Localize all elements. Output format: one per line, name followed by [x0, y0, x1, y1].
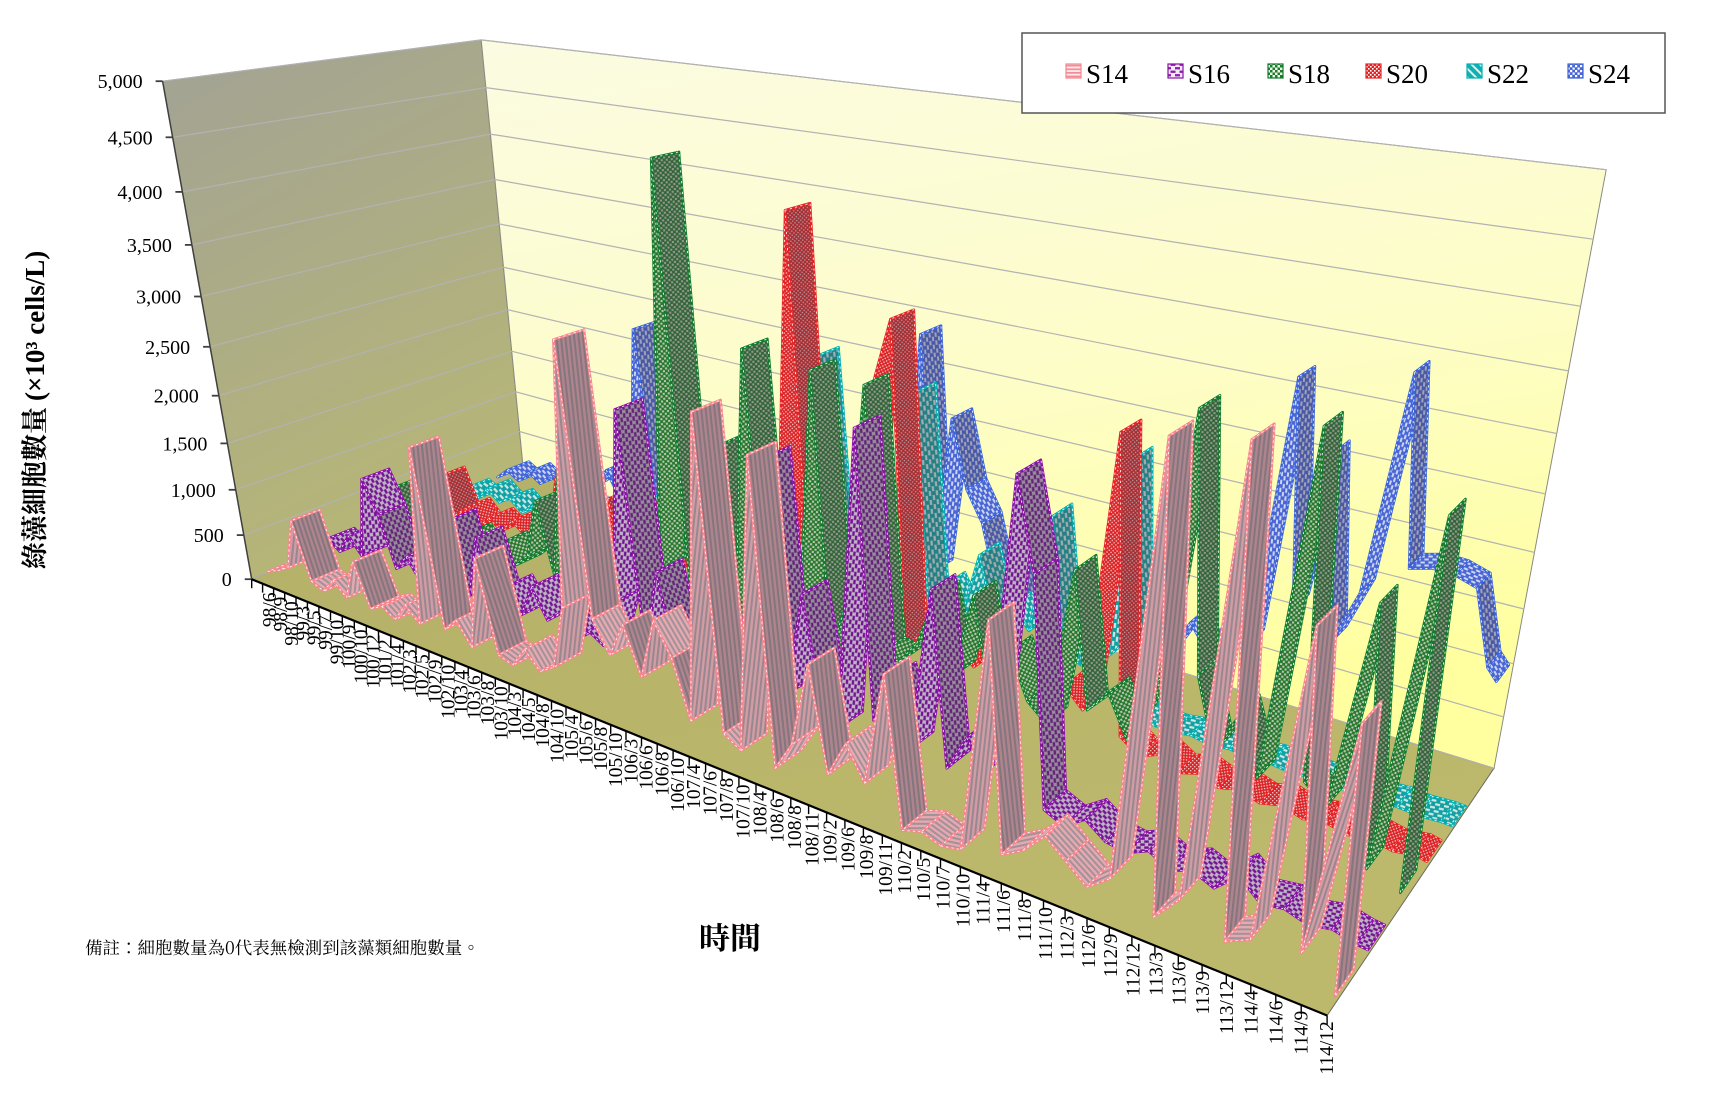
svg-text:102/10: 102/10: [438, 665, 459, 719]
svg-text:111/4: 111/4: [974, 882, 995, 925]
svg-text:105/6: 105/6: [576, 720, 597, 765]
svg-text:99/5: 99/5: [305, 611, 326, 646]
svg-text:109/2: 109/2: [821, 820, 842, 864]
svg-text:101/4: 101/4: [388, 644, 409, 689]
svg-text:114/12: 114/12: [1317, 1021, 1338, 1074]
svg-text:105/10: 105/10: [606, 733, 627, 787]
svg-text:113/12: 113/12: [1217, 981, 1238, 1034]
svg-text:100/10: 100/10: [351, 629, 372, 683]
svg-text:S18: S18: [1288, 59, 1330, 89]
svg-text:104/8: 104/8: [533, 703, 554, 747]
svg-text:2,500: 2,500: [145, 337, 190, 359]
svg-text:109/8: 109/8: [857, 835, 878, 879]
svg-text:102/9: 102/9: [425, 660, 446, 704]
svg-text:4,000: 4,000: [117, 182, 162, 204]
svg-text:S24: S24: [1588, 59, 1631, 89]
svg-text:2,000: 2,000: [154, 386, 199, 408]
svg-text:100/9: 100/9: [339, 625, 360, 669]
svg-text:106/10: 106/10: [668, 758, 689, 812]
svg-text:99/3: 99/3: [293, 606, 314, 641]
svg-text:108/11: 108/11: [803, 813, 824, 866]
svg-text:104/5: 104/5: [519, 698, 540, 742]
svg-text:98/10: 98/10: [282, 601, 303, 645]
svg-text:114/4: 114/4: [1242, 990, 1263, 1034]
svg-text:110/7: 110/7: [934, 865, 955, 909]
svg-text:S14: S14: [1086, 59, 1129, 89]
svg-text:98/9: 98/9: [271, 597, 292, 632]
svg-text:110/5: 110/5: [914, 858, 935, 902]
svg-text:104/3: 104/3: [505, 692, 526, 736]
svg-text:113/3: 113/3: [1146, 952, 1167, 996]
svg-text:103/6: 103/6: [465, 675, 486, 720]
svg-text:1,500: 1,500: [162, 433, 207, 455]
svg-text:105/4: 105/4: [562, 715, 583, 760]
svg-text:5,000: 5,000: [98, 71, 143, 93]
svg-text:110/10: 110/10: [953, 874, 974, 927]
svg-text:S22: S22: [1487, 59, 1529, 89]
svg-text:107/6: 107/6: [700, 771, 721, 816]
svg-text:3,500: 3,500: [127, 235, 172, 257]
svg-text:98/6: 98/6: [260, 592, 281, 627]
svg-text:110/2: 110/2: [895, 850, 916, 894]
svg-text:103/10: 103/10: [492, 686, 513, 740]
svg-text:106/6: 106/6: [637, 745, 658, 790]
svg-text:99/7: 99/7: [316, 615, 337, 650]
svg-text:114/9: 114/9: [1292, 1011, 1313, 1055]
svg-text:108/8: 108/8: [785, 805, 806, 849]
svg-text:99/10: 99/10: [328, 620, 349, 664]
svg-text:0: 0: [222, 569, 232, 591]
svg-text:500: 500: [194, 525, 224, 547]
svg-text:112/12: 112/12: [1124, 943, 1145, 996]
svg-text:112/9: 112/9: [1101, 934, 1122, 978]
svg-text:105/8: 105/8: [591, 727, 612, 771]
svg-text:101/2: 101/2: [375, 639, 396, 683]
svg-text:(×10³ cells/L): (×10³ cells/L): [20, 251, 50, 401]
svg-text:100/12: 100/12: [363, 634, 384, 688]
svg-text:108/6: 108/6: [768, 798, 789, 843]
svg-text:106/8: 106/8: [652, 752, 673, 796]
svg-text:107/10: 107/10: [734, 785, 755, 839]
svg-text:S20: S20: [1386, 59, 1428, 89]
svg-text:104/10: 104/10: [547, 709, 568, 763]
svg-text:114/6: 114/6: [1266, 1000, 1287, 1044]
svg-text:106/3: 106/3: [621, 739, 642, 783]
svg-text:1,000: 1,000: [171, 480, 216, 502]
svg-text:111/10: 111/10: [1036, 907, 1057, 960]
svg-text:107/4: 107/4: [684, 764, 705, 809]
svg-text:102/5: 102/5: [413, 654, 434, 698]
svg-text:111/6: 111/6: [994, 890, 1015, 933]
svg-text:4,500: 4,500: [108, 127, 153, 149]
svg-text:3,000: 3,000: [136, 287, 181, 309]
svg-text:109/11: 109/11: [876, 842, 897, 895]
svg-text:113/6: 113/6: [1170, 961, 1191, 1005]
svg-text:102/3: 102/3: [400, 649, 421, 693]
svg-text:111/8: 111/8: [1015, 899, 1036, 942]
svg-text:108/4: 108/4: [750, 791, 771, 836]
svg-text:112/6: 112/6: [1079, 924, 1100, 968]
svg-text:103/4: 103/4: [451, 670, 472, 715]
svg-text:112/3: 112/3: [1057, 916, 1078, 960]
svg-text:S16: S16: [1188, 59, 1230, 89]
svg-text:103/8: 103/8: [478, 681, 499, 725]
svg-text:109/6: 109/6: [839, 827, 860, 872]
svg-text:113/9: 113/9: [1193, 971, 1214, 1015]
svg-text:107/8: 107/8: [717, 778, 738, 822]
